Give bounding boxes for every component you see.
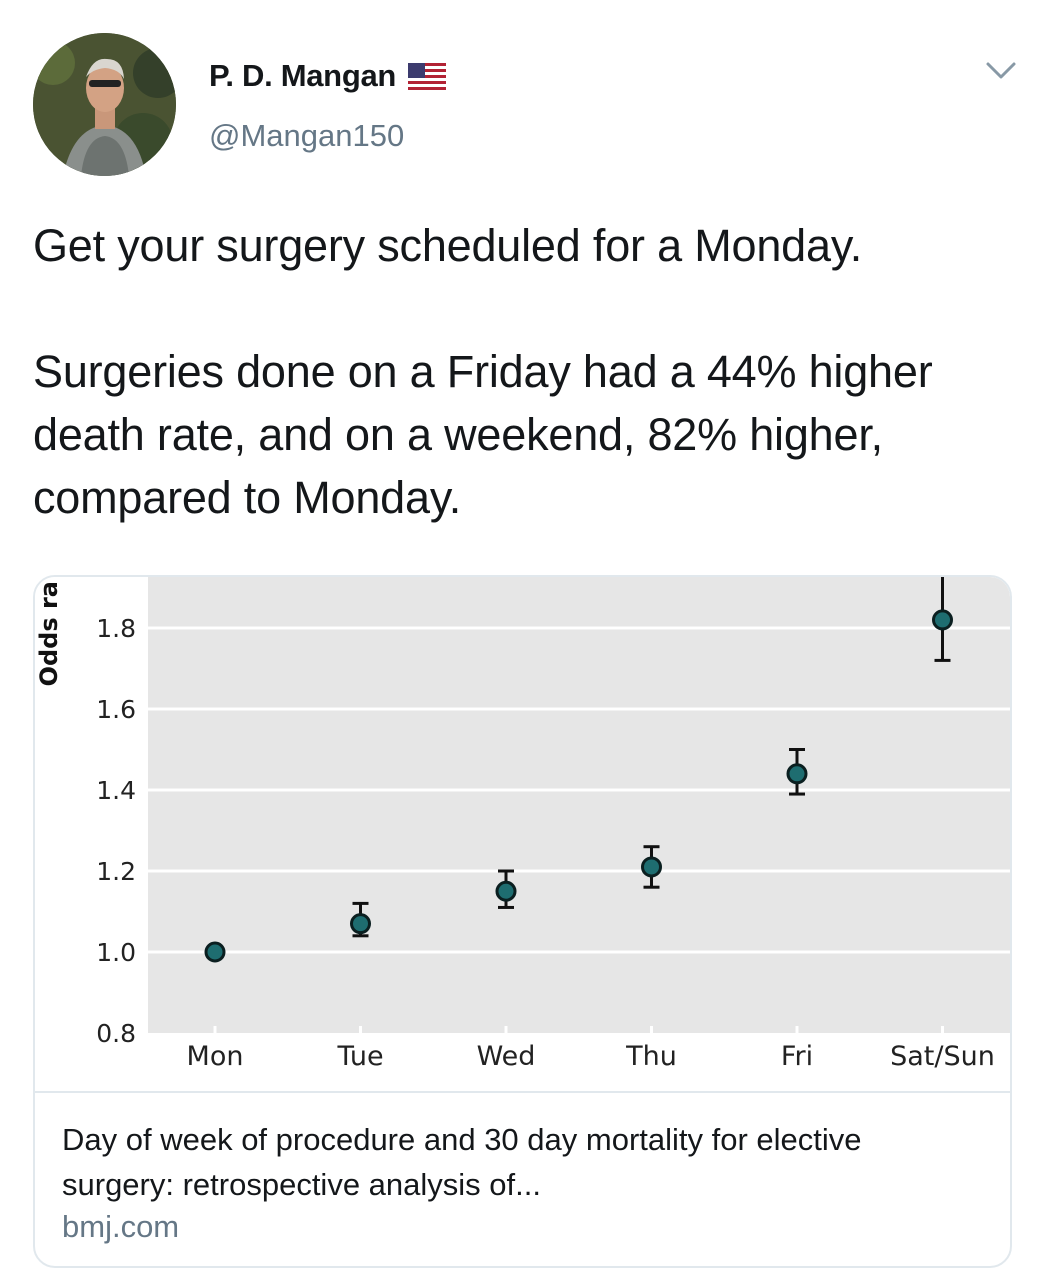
y-tick-label: 1.8	[96, 614, 136, 643]
tweet-text-line-1: Get your surgery scheduled for a Monday.	[33, 220, 863, 271]
plot-background	[148, 577, 1010, 1033]
data-point	[495, 880, 517, 902]
tweet-text: Get your surgery scheduled for a Monday.…	[33, 214, 1013, 529]
data-point	[932, 609, 953, 631]
x-tick-label: Wed	[477, 1041, 536, 1072]
data-point	[204, 941, 226, 963]
data-point	[641, 856, 662, 878]
y-tick-label: 1.0	[96, 938, 136, 967]
card-title[interactable]: Day of week of procedure and 30 day mort…	[62, 1122, 862, 1202]
chart-image: 0.8 1.0 1.2 1.4 1.6 1.8 Mon Tue Wed Thu Fri Sat/Su…	[35, 577, 1010, 1091]
author-handle[interactable]: @Mangan150	[209, 118, 405, 153]
x-tick-label: Mon	[187, 1041, 244, 1072]
y-tick-label: 1.2	[96, 857, 136, 886]
y-axis-label: Odds ra	[35, 581, 63, 686]
link-card[interactable]: 0.8 1.0 1.2 1.4 1.6 1.8 Mon Tue Wed Thu Fri Sat/Su…	[33, 575, 1012, 1268]
data-point	[350, 913, 371, 935]
x-tick-label: Fri	[781, 1041, 813, 1072]
odds-ratio-chart: 0.8 1.0 1.2 1.4 1.6 1.8 Mon Tue Wed Thu Fri Sat/Su…	[35, 577, 1010, 1072]
tweet-text-line-2: Surgeries done on a Friday had a 44% hig…	[33, 346, 933, 523]
x-tick-label: Sat/Sun	[890, 1041, 995, 1072]
us-flag-icon	[408, 62, 447, 90]
avatar[interactable]	[33, 33, 176, 176]
y-tick-label: 0.8	[96, 1019, 136, 1048]
author-name[interactable]: P. D. Mangan	[209, 58, 397, 93]
x-tick-label: Tue	[336, 1041, 383, 1072]
y-tick-label: 1.6	[96, 695, 136, 724]
y-tick-label: 1.4	[96, 776, 136, 805]
x-tick-label: Thu	[625, 1041, 677, 1072]
card-domain[interactable]: bmj.com	[62, 1209, 180, 1244]
data-point	[786, 763, 808, 785]
chevron-down-icon[interactable]	[983, 56, 1019, 84]
